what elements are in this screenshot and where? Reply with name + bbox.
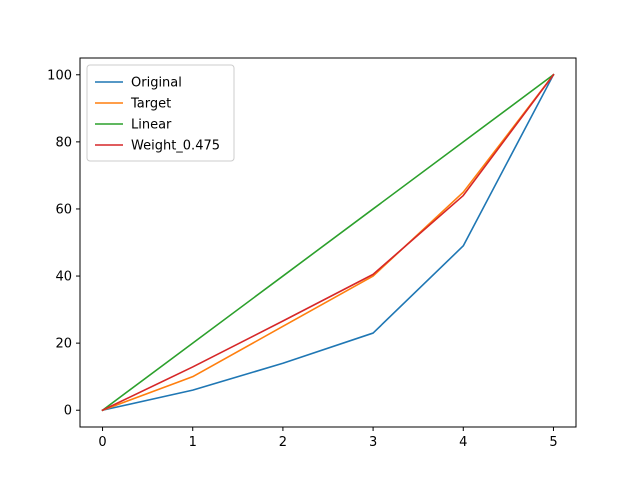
legend: Original Target Linear Weight_0.475	[86, 64, 235, 162]
y-tick-label: 100	[47, 68, 72, 83]
series-line-original	[101, 73, 555, 412]
y-tick-label: 80	[55, 135, 72, 150]
series-line-weight-0-475	[101, 73, 555, 412]
x-tick-label: 3	[369, 435, 377, 450]
plot-frame	[79, 57, 577, 428]
x-tick-label: 2	[279, 435, 287, 450]
x-tick-label: 0	[98, 435, 106, 450]
legend-label: Original	[131, 76, 182, 91]
y-axis: 0 20 40 60 80 100	[47, 68, 80, 419]
y-tick-label: 20	[55, 337, 72, 352]
series-layer	[101, 73, 555, 412]
y-tick-label: 0	[64, 404, 72, 419]
series-line-target	[101, 73, 555, 412]
x-axis: 0 1 2 3 4 5	[98, 427, 558, 450]
x-tick-label: 4	[459, 435, 467, 450]
legend-label: Weight_0.475	[131, 139, 220, 154]
legend-box	[86, 64, 235, 162]
x-tick-label: 1	[189, 435, 197, 450]
series-line-linear	[101, 73, 555, 412]
x-tick-label: 5	[549, 435, 557, 450]
y-tick-label: 60	[55, 202, 72, 217]
legend-label: Linear	[131, 118, 172, 133]
legend-label: Target	[130, 97, 171, 112]
y-tick-label: 40	[55, 270, 72, 285]
